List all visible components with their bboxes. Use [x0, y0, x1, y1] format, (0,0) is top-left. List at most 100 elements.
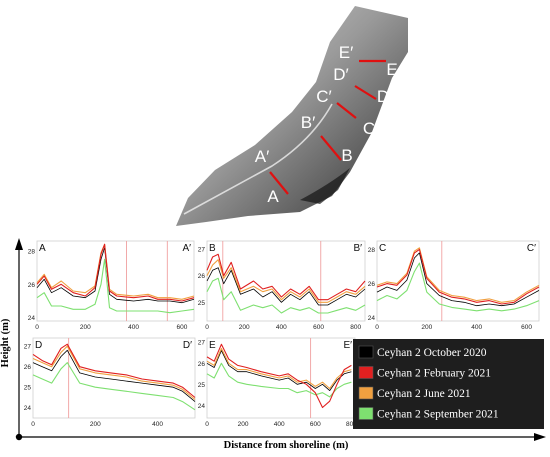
x-tick-label: 0	[205, 421, 209, 428]
series-line-4	[32, 362, 196, 411]
x-tick-label: 400	[128, 324, 139, 331]
x-tick-label: 800	[346, 421, 357, 428]
legend-swatch	[358, 366, 374, 379]
legend-label: Ceyhan 2 October 2020	[377, 347, 487, 359]
profile-line-c	[336, 102, 357, 119]
x-tick-label: 200	[238, 421, 249, 428]
series-line-4	[206, 277, 366, 314]
series-line-2	[32, 343, 196, 398]
panel-frame	[376, 240, 540, 322]
series-line-2	[206, 253, 366, 301]
terrain-channel	[183, 103, 333, 215]
legend-label: Ceyhan 2 February 2021	[377, 368, 491, 380]
series-line-4	[36, 258, 195, 314]
profile-label-end: D	[377, 87, 389, 106]
x-tick-label: 600	[310, 421, 321, 428]
y-tick-label: 26	[368, 281, 376, 288]
x-tick-label: 600	[313, 324, 324, 331]
series-line-1	[32, 349, 196, 402]
y-tick-label: 24	[368, 315, 376, 322]
y-axis-label: Height (m)	[0, 318, 11, 367]
x-axis-label: Distance from shoreline (m)	[224, 440, 349, 451]
series-line-3	[206, 347, 352, 390]
profile-label-end: A	[267, 187, 279, 206]
series-line-4	[376, 262, 540, 312]
panel-start-label: E	[209, 340, 216, 351]
y-tick-label: 26	[24, 364, 32, 371]
y-tick-label: 25	[198, 300, 206, 307]
series-line-2	[36, 243, 195, 302]
y-tick-label: 26	[198, 273, 206, 280]
series-line-1	[206, 350, 352, 392]
y-tick-label: 24	[28, 315, 36, 322]
profile-label-end: B	[341, 146, 352, 165]
panel-start-label: D	[35, 340, 42, 351]
x-tick-label: 0	[205, 324, 209, 331]
panel-end-label: C′	[527, 243, 536, 254]
y-tick-label: 26	[198, 361, 206, 368]
legend-swatch	[358, 386, 374, 400]
series-line-3	[206, 259, 366, 303]
y-tick-label: 27	[198, 247, 206, 254]
y-tick-label: 26	[28, 282, 36, 289]
profile-line-d	[354, 85, 377, 100]
legend: Ceyhan 2 October 2020 Ceyhan 2 February 2…	[353, 339, 544, 429]
profile-panel-c: 0 200 400 600 24 26 28 C C′	[368, 240, 540, 331]
terrain-map: A′ A B′ B C′ C D′ D E′ E	[176, 6, 408, 226]
series-line-2	[206, 343, 352, 409]
profile-label-end: E	[386, 60, 397, 79]
x-tick-label: 0	[375, 324, 379, 331]
x-tick-label: 800	[350, 324, 361, 331]
y-tick-label: 24	[24, 405, 32, 412]
panel-frame	[36, 240, 195, 322]
profile-label-start: E′	[339, 43, 354, 62]
profile-panel-e: 0 200 400 600 800 24 25 26 27 E E′	[198, 337, 357, 428]
x-tick-label: 0	[31, 421, 35, 428]
x-tick-label: 200	[90, 421, 101, 428]
panel-start-label: B	[209, 243, 216, 254]
y-tick-label: 27	[24, 344, 32, 351]
series-line-4	[206, 362, 352, 398]
profile-panel-d: 0 200 400 24 25 26 27 D D′	[24, 337, 196, 428]
y-tick-label: 24	[198, 403, 206, 410]
legend-swatch	[358, 407, 374, 420]
series-line-3	[32, 345, 196, 400]
x-axis-arrow	[534, 433, 546, 441]
legend-label: Ceyhan 2 June 2021	[377, 388, 471, 400]
y-tick-label: 25	[24, 385, 32, 392]
x-tick-label: 200	[239, 324, 250, 331]
x-tick-label: 400	[152, 421, 163, 428]
panel-end-label: A′	[182, 243, 191, 254]
series-line-2	[376, 248, 540, 305]
panel-frame	[32, 337, 196, 419]
panel-start-label: C	[379, 243, 386, 254]
panel-end-label: D′	[183, 340, 192, 351]
series-line-1	[376, 252, 540, 307]
profile-line-b	[320, 135, 342, 161]
profile-panel-a: 0 200 400 600 24 26 28 A A′	[28, 240, 195, 331]
terrain-shape	[176, 6, 408, 226]
x-tick-label: 400	[471, 324, 482, 331]
x-tick-label: 600	[521, 324, 532, 331]
x-tick-label: 400	[274, 421, 285, 428]
series-line-3	[376, 247, 540, 303]
x-tick-label: 200	[421, 324, 432, 331]
profile-label-start: D′	[333, 65, 348, 84]
panel-start-label: A	[39, 243, 46, 254]
profile-label-start: A′	[255, 147, 270, 166]
x-tick-label: 600	[176, 324, 187, 331]
profile-label-start: C′	[316, 87, 331, 106]
legend-background	[353, 339, 544, 429]
x-tick-label: 0	[35, 324, 39, 331]
legend-label: Ceyhan 2 September 2021	[377, 409, 499, 421]
profile-panel-b: 0 200 400 600 800 25 26 27 B B′	[198, 240, 366, 331]
y-tick-label: 27	[198, 340, 206, 347]
legend-swatch	[358, 345, 374, 359]
series-line-1	[206, 267, 366, 306]
panel-end-label: E′	[343, 340, 352, 351]
y-axis-arrow	[15, 238, 23, 250]
panel-frame	[206, 240, 366, 322]
y-tick-label: 28	[28, 249, 36, 256]
